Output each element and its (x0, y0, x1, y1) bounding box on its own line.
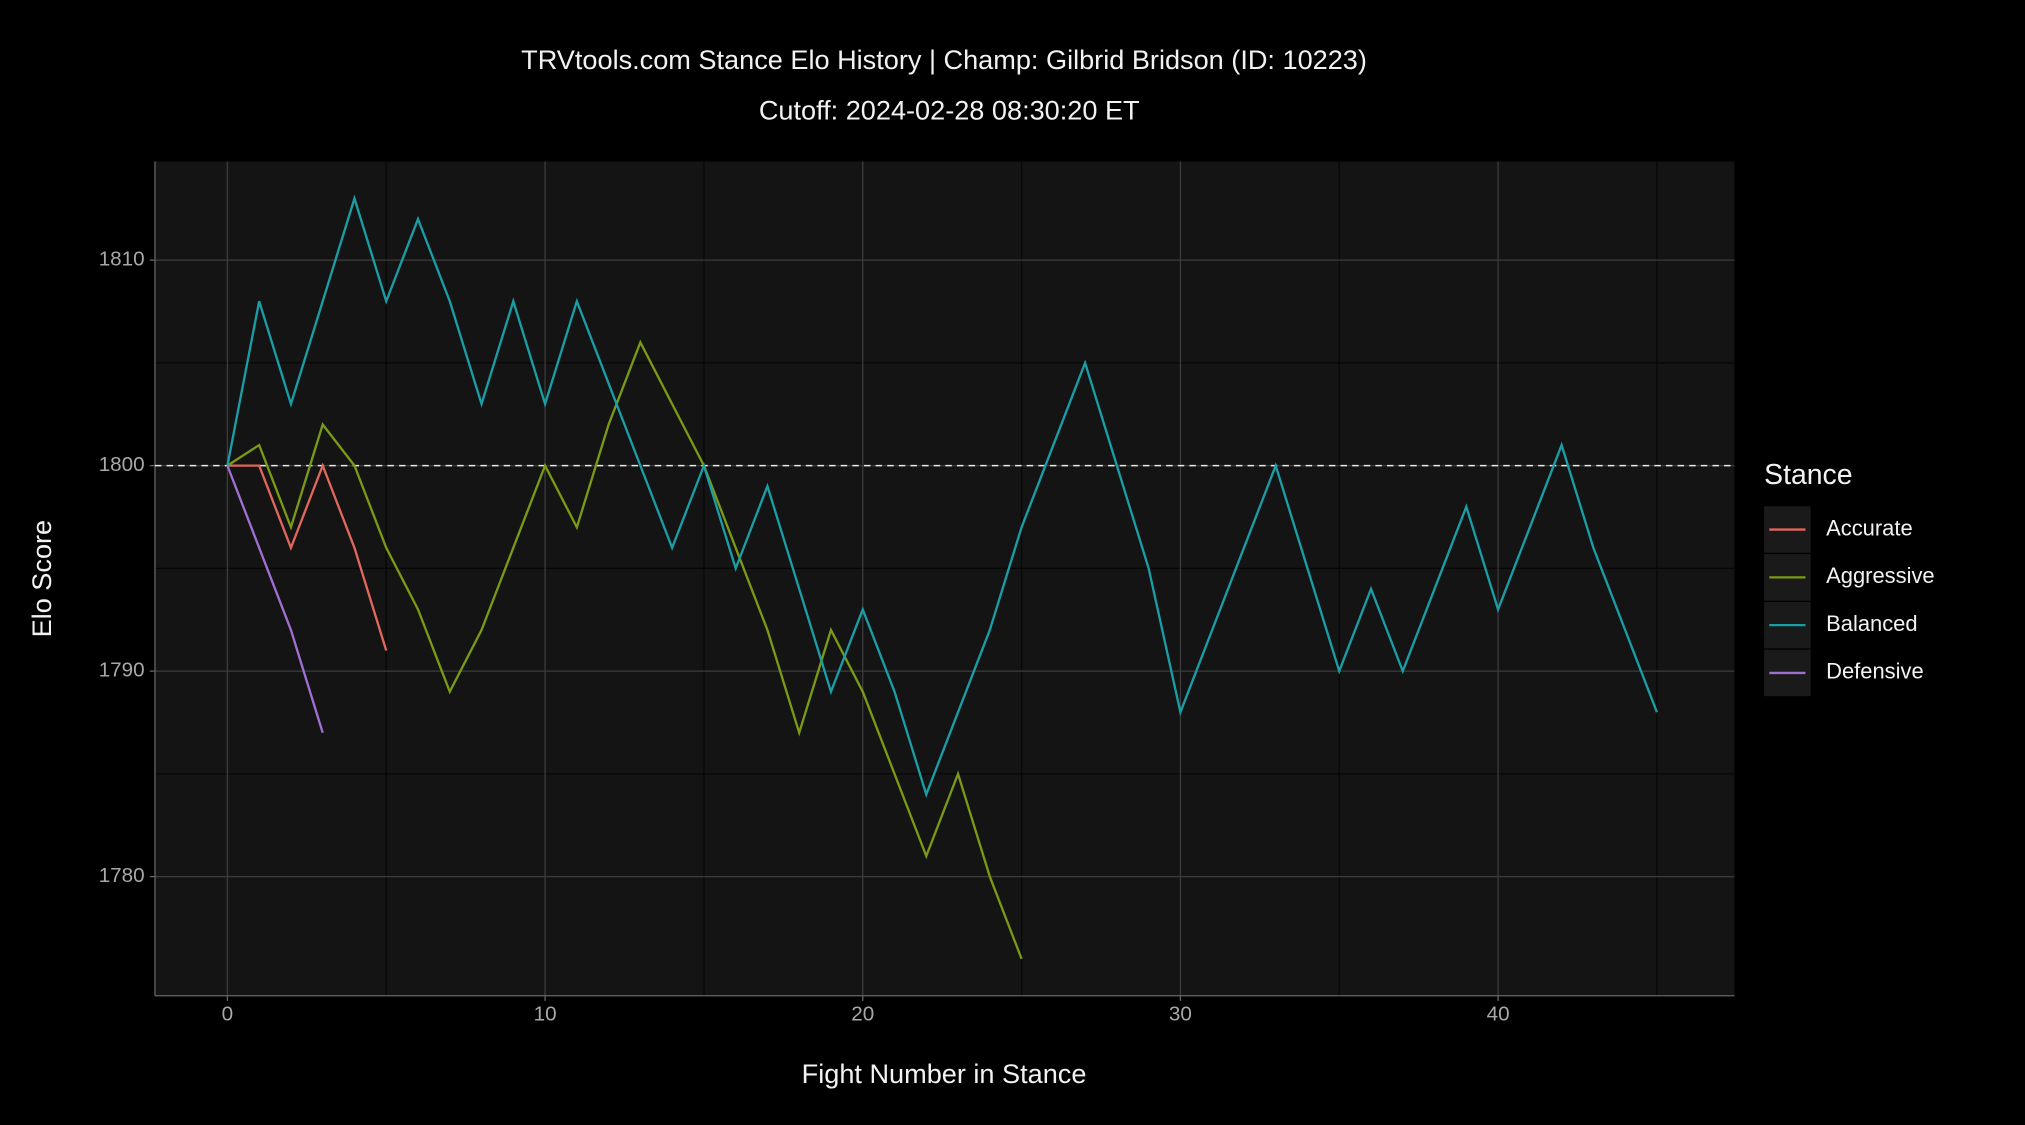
legend-label: Accurate (1826, 515, 1913, 540)
x-tick-label: 40 (1487, 1003, 1510, 1026)
legend-label: Defensive (1826, 659, 1924, 684)
chart-title: TRVtools.com Stance Elo History | Champ:… (521, 44, 1367, 75)
chart-subtitle: Cutoff: 2024-02-28 08:30:20 ET (759, 95, 1140, 126)
legend-label: Balanced (1826, 611, 1917, 636)
plot-panel (154, 161, 1735, 996)
series-line (226, 339, 1023, 960)
legend-title: Stance (1764, 459, 1852, 491)
x-tick-label: 0 (222, 1003, 234, 1026)
series-line (226, 194, 1658, 798)
series-line (227, 462, 388, 651)
series-line (226, 465, 324, 734)
y-tick-label: 1810 (99, 248, 145, 271)
y-axis-label: Elo Score (26, 520, 57, 638)
y-tick-label: 1780 (99, 864, 145, 887)
y-tick-label: 1790 (99, 659, 145, 682)
legend-label: Aggressive (1826, 563, 1935, 588)
x-tick-label: 10 (534, 1003, 557, 1026)
y-tick-label: 1800 (99, 453, 145, 476)
x-tick-label: 30 (1169, 1003, 1192, 1026)
x-axis-label: Fight Number in Stance (802, 1058, 1087, 1089)
x-tick-label: 20 (851, 1003, 874, 1026)
